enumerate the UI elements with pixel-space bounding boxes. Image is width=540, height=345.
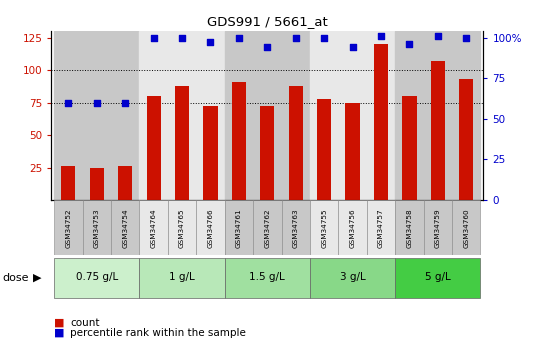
Bar xyxy=(452,200,481,255)
Bar xyxy=(111,200,139,255)
Bar xyxy=(54,31,139,200)
Bar xyxy=(281,200,310,255)
Point xyxy=(263,45,272,50)
Bar xyxy=(83,200,111,255)
Point xyxy=(377,33,386,39)
Bar xyxy=(175,86,189,200)
Text: 0.75 g/L: 0.75 g/L xyxy=(76,272,118,282)
Bar xyxy=(346,102,360,200)
Text: 1.5 g/L: 1.5 g/L xyxy=(249,272,285,282)
Point xyxy=(434,33,442,39)
Text: count: count xyxy=(70,318,100,327)
Bar xyxy=(225,31,310,200)
Point xyxy=(348,45,357,50)
Bar xyxy=(139,31,225,200)
Text: GSM34763: GSM34763 xyxy=(293,208,299,248)
Bar xyxy=(168,200,196,255)
Bar xyxy=(146,96,161,200)
Bar xyxy=(459,79,474,200)
Bar xyxy=(374,44,388,200)
Bar xyxy=(402,96,416,200)
Text: GSM34754: GSM34754 xyxy=(122,208,128,248)
Bar xyxy=(61,166,76,200)
Bar xyxy=(310,31,395,200)
Point xyxy=(121,100,130,105)
Text: GSM34755: GSM34755 xyxy=(321,208,327,248)
Text: ▶: ▶ xyxy=(32,273,41,283)
Text: GSM34761: GSM34761 xyxy=(236,208,242,248)
Bar xyxy=(90,168,104,200)
Text: GSM34759: GSM34759 xyxy=(435,208,441,248)
Bar xyxy=(260,107,274,200)
Bar xyxy=(196,200,225,255)
Point xyxy=(149,35,158,40)
Text: dose: dose xyxy=(3,273,29,283)
Point xyxy=(405,41,414,47)
Bar xyxy=(232,82,246,200)
Point xyxy=(234,35,243,40)
Bar xyxy=(395,200,423,255)
Text: GSM34757: GSM34757 xyxy=(378,208,384,248)
Bar xyxy=(54,257,139,298)
Point xyxy=(320,35,328,40)
Bar xyxy=(225,200,253,255)
Text: 1 g/L: 1 g/L xyxy=(169,272,195,282)
Bar xyxy=(317,99,331,200)
Text: GSM34765: GSM34765 xyxy=(179,208,185,248)
Text: GSM34762: GSM34762 xyxy=(264,208,271,248)
Text: 3 g/L: 3 g/L xyxy=(340,272,366,282)
Text: GSM34758: GSM34758 xyxy=(407,208,413,248)
Text: percentile rank within the sample: percentile rank within the sample xyxy=(70,328,246,338)
Point xyxy=(178,35,186,40)
Text: GSM34752: GSM34752 xyxy=(65,208,71,248)
Text: GSM34753: GSM34753 xyxy=(94,208,100,248)
Bar xyxy=(253,200,281,255)
Bar xyxy=(225,257,310,298)
Bar xyxy=(139,200,168,255)
Text: ■: ■ xyxy=(54,318,64,327)
Bar xyxy=(139,257,225,298)
Bar xyxy=(423,200,452,255)
Bar xyxy=(118,166,132,200)
Bar xyxy=(204,107,218,200)
Bar xyxy=(288,86,303,200)
Bar xyxy=(395,257,481,298)
Point xyxy=(206,40,215,45)
Text: GSM34756: GSM34756 xyxy=(349,208,355,248)
Point xyxy=(292,35,300,40)
Bar xyxy=(395,31,481,200)
Text: 5 g/L: 5 g/L xyxy=(425,272,451,282)
Text: GSM34766: GSM34766 xyxy=(207,208,213,248)
Point xyxy=(92,100,101,105)
Text: GSM34764: GSM34764 xyxy=(151,208,157,248)
Bar xyxy=(367,200,395,255)
Text: GSM34760: GSM34760 xyxy=(463,208,469,248)
Title: GDS991 / 5661_at: GDS991 / 5661_at xyxy=(207,16,328,29)
Text: ■: ■ xyxy=(54,328,64,338)
Bar xyxy=(431,61,445,200)
Bar xyxy=(339,200,367,255)
Bar xyxy=(310,257,395,298)
Bar xyxy=(310,200,339,255)
Point xyxy=(64,100,73,105)
Bar xyxy=(54,200,83,255)
Point xyxy=(462,35,470,40)
